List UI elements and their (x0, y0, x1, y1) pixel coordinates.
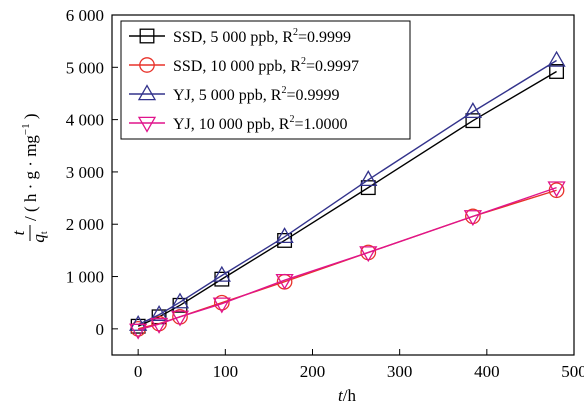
x-tick-label: 400 (474, 362, 500, 381)
legend-label: YJ, 5 000 ppb, R2=0.9999 (173, 85, 339, 104)
data-point (359, 246, 378, 263)
legend-marker (139, 57, 155, 73)
data-point (275, 227, 294, 244)
legend-marker (137, 84, 157, 101)
y-tick-label: 4 000 (66, 111, 104, 130)
legend-label: SSD, 10 000 ppb, R2=0.9997 (173, 56, 359, 75)
data-point (463, 210, 483, 227)
data-point (212, 265, 231, 282)
x-tick-label: 200 (300, 362, 326, 381)
data-point (129, 323, 148, 340)
y-axis-label: t qt / ( h · g · mg−1 ) (9, 113, 50, 242)
x-tick-label: 300 (387, 362, 413, 381)
data-point (360, 180, 376, 196)
data-point (213, 294, 230, 311)
legend-marker (139, 28, 155, 44)
data-point (547, 50, 566, 67)
series-2 (129, 50, 566, 331)
data-point (129, 314, 148, 331)
y-tick-label: 3 000 (66, 163, 104, 182)
x-axis-label: t/h (338, 386, 356, 405)
data-point (151, 315, 167, 332)
data-point (275, 273, 294, 290)
x-tick-label: 0 (134, 362, 143, 381)
x-tick-label: 100 (213, 362, 239, 381)
y-tick-label: 5 000 (66, 58, 104, 77)
data-point (463, 102, 483, 119)
y-label-unit: / ( h · g · mg−1 ) (20, 113, 40, 221)
legend-box (120, 20, 411, 140)
legend-marker (137, 116, 157, 133)
legend-entry: YJ, 10 000 ppb, R2=1.0000 (129, 114, 347, 133)
data-point (170, 292, 190, 309)
data-point (359, 170, 378, 187)
data-point (212, 297, 231, 314)
ticks-layer: 0 100 200 300 400 500 0 1 000 2 000 3 000 4 000 5 0… (66, 6, 584, 381)
y-tick-label: 0 (96, 320, 105, 339)
data-point (547, 181, 566, 198)
y-label-numerator: t (9, 229, 28, 235)
data-point (549, 64, 565, 79)
y-tick-label: 2 000 (66, 215, 104, 234)
data-point (170, 310, 190, 327)
legend-label: YJ, 10 000 ppb, R2=1.0000 (173, 114, 347, 133)
legend-entry: SSD, 5 000 ppb, R2=0.9999 (129, 27, 351, 46)
data-point (149, 317, 169, 334)
legend-label: SSD, 5 000 ppb, R2=0.9999 (173, 27, 351, 46)
data-point (465, 113, 481, 129)
series-layer (129, 50, 566, 340)
legend: SSD, 5 000 ppb, R2=0.9999 SSD, 10 000 ppb… (120, 20, 411, 140)
y-tick-label: 1 000 (66, 268, 104, 287)
legend-entry: YJ, 5 000 ppb, R2=0.9999 (129, 84, 339, 104)
series-3 (129, 181, 566, 340)
y-tick-label: 6 000 (66, 6, 104, 25)
y-label-denominator: qt (29, 231, 50, 243)
series-line (137, 186, 557, 331)
data-point (149, 305, 169, 321)
x-tick-label: 500 (561, 362, 584, 381)
series-line (137, 70, 557, 327)
legend-entry: SSD, 10 000 ppb, R2=0.9997 (129, 56, 359, 75)
plot-frame (111, 14, 575, 356)
